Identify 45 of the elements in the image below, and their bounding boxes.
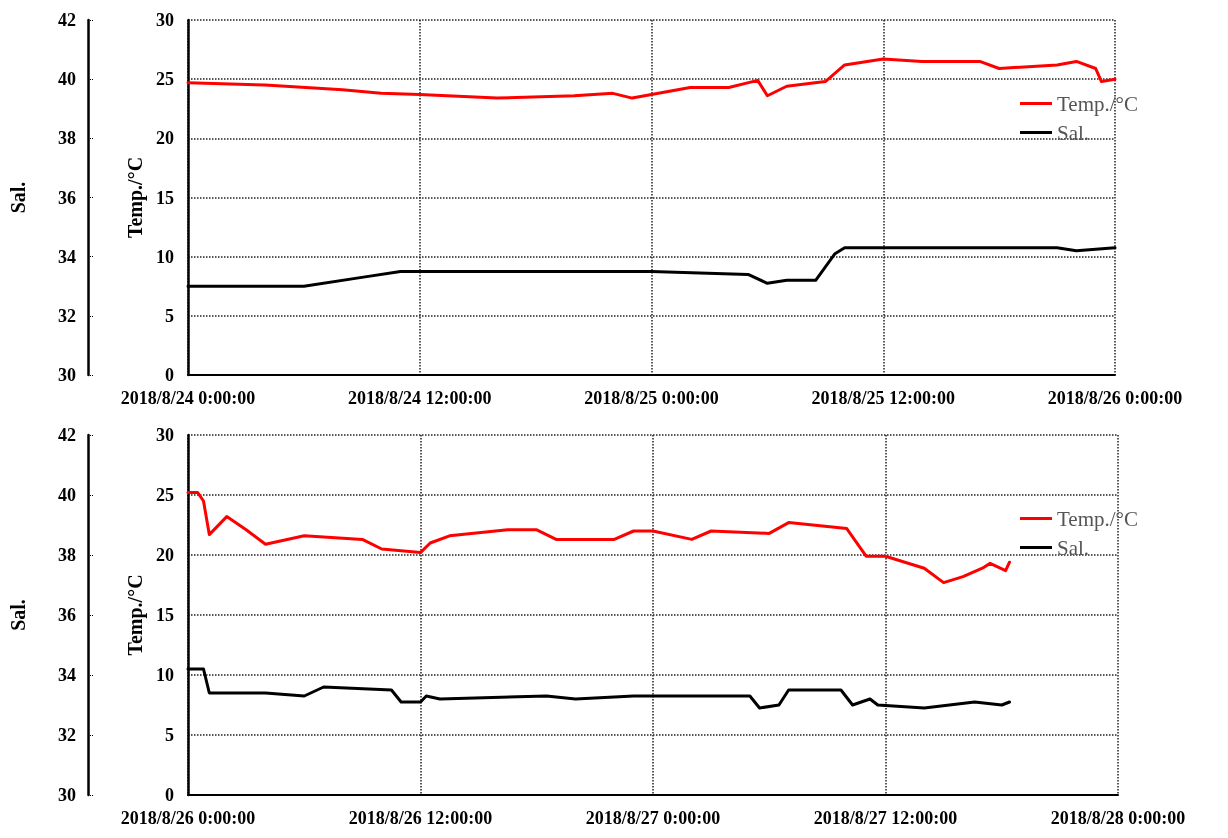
y2-tick-label: 36 <box>58 605 76 625</box>
y-tick-label: 15 <box>156 605 174 625</box>
x-tick-label: 2018/8/26 0:00:00 <box>1047 388 1183 408</box>
y-tick-label: 5 <box>165 725 174 745</box>
y2-tick-label: 30 <box>58 785 76 805</box>
x-tick-label: 2018/8/25 0:00:00 <box>584 388 719 408</box>
y-tick-label: 0 <box>165 365 174 385</box>
x-tick-label: 2018/8/24 0:00:00 <box>120 388 256 408</box>
x-tick-label: 2018/8/24 12:00:00 <box>348 388 492 408</box>
y-tick-label: 25 <box>156 69 174 90</box>
x-tick-label: 2018/8/26 0:00:00 <box>120 808 256 828</box>
x-tick-label: 2018/8/27 12:00:00 <box>813 808 958 828</box>
legend-label: Temp./°C <box>1056 91 1139 116</box>
y2-tick-label: 38 <box>58 128 76 149</box>
y2-tick-label: 34 <box>58 665 76 685</box>
y2-tick-label: 32 <box>58 725 76 745</box>
y-tick-label: 30 <box>156 425 174 445</box>
y-tick-label: 15 <box>156 187 174 208</box>
y2-tick-label: 32 <box>58 305 76 326</box>
y2-tick-label: 42 <box>58 425 76 445</box>
y-tick-label: 10 <box>156 246 174 267</box>
y2-tick-label: 34 <box>58 246 76 267</box>
x-tick-label: 2018/8/25 12:00:00 <box>811 388 955 408</box>
y-tick-label: 20 <box>156 128 174 149</box>
y2-tick-label: 30 <box>58 365 76 385</box>
y2-tick-label: 40 <box>58 69 76 90</box>
y-tick-label: 30 <box>156 10 174 30</box>
y2-tick-label: 40 <box>58 485 76 505</box>
x-tick-label: 2018/8/28 0:00:00 <box>1050 808 1186 828</box>
line-series <box>186 491 1011 585</box>
y2-tick-label: 42 <box>58 10 76 30</box>
y2-axis-title: Sal. <box>7 599 29 631</box>
x-tick-label: 2018/8/26 12:00:00 <box>348 808 493 828</box>
y2-axis-title: Sal. <box>7 181 29 214</box>
y-tick-label: 0 <box>165 785 174 805</box>
y2-tick-label: 38 <box>58 545 76 565</box>
legend-label: Temp./°C <box>1056 506 1139 531</box>
y-tick-label: 5 <box>165 305 174 326</box>
y-axis-title: Temp./°C <box>124 156 148 239</box>
y-tick-label: 20 <box>156 545 174 565</box>
y2-tick-label: 36 <box>58 187 76 208</box>
y-tick-label: 25 <box>156 485 174 505</box>
x-tick-label: 2018/8/27 0:00:00 <box>585 808 721 828</box>
y-axis-title: Temp./°C <box>124 574 148 656</box>
y-tick-label: 10 <box>156 665 174 685</box>
